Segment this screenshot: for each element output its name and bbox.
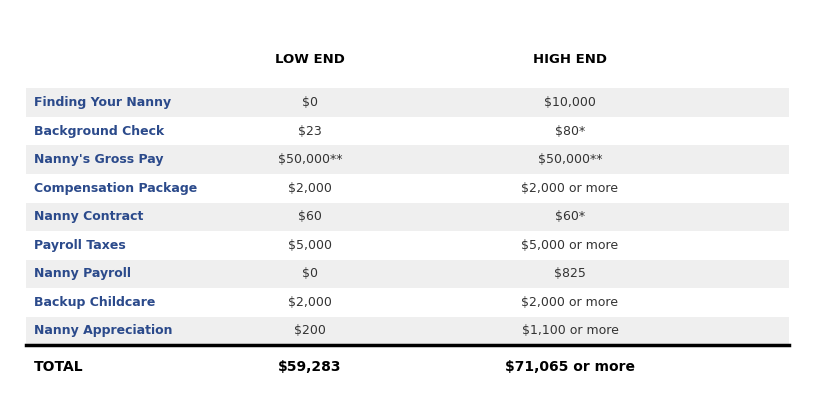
FancyBboxPatch shape — [26, 317, 789, 345]
FancyBboxPatch shape — [26, 288, 789, 317]
Text: Nanny Payroll: Nanny Payroll — [34, 267, 131, 280]
Text: $825: $825 — [554, 267, 586, 280]
Text: $2,000: $2,000 — [288, 296, 332, 309]
FancyBboxPatch shape — [26, 145, 789, 174]
Text: $200: $200 — [294, 324, 326, 338]
Text: $80*: $80* — [555, 125, 585, 138]
FancyBboxPatch shape — [26, 203, 789, 231]
Text: $5,000 or more: $5,000 or more — [522, 239, 619, 252]
Text: $0: $0 — [302, 96, 318, 109]
Text: $60: $60 — [298, 210, 322, 223]
Text: $0: $0 — [302, 267, 318, 280]
Text: $60*: $60* — [555, 210, 585, 223]
Text: $2,000 or more: $2,000 or more — [522, 182, 619, 195]
Text: $10,000: $10,000 — [544, 96, 596, 109]
Text: Payroll Taxes: Payroll Taxes — [34, 239, 126, 252]
FancyBboxPatch shape — [26, 231, 789, 259]
FancyBboxPatch shape — [26, 88, 789, 117]
Text: $2,000 or more: $2,000 or more — [522, 296, 619, 309]
Text: Nanny Contract: Nanny Contract — [34, 210, 143, 223]
Text: $1,100 or more: $1,100 or more — [522, 324, 619, 338]
Text: TOTAL: TOTAL — [34, 360, 83, 374]
Text: Nanny Appreciation: Nanny Appreciation — [34, 324, 173, 338]
Text: $50,000**: $50,000** — [538, 153, 602, 166]
FancyBboxPatch shape — [26, 117, 789, 145]
Text: LOW END: LOW END — [275, 53, 345, 66]
Text: $5,000: $5,000 — [288, 239, 332, 252]
Text: $71,065 or more: $71,065 or more — [505, 360, 635, 374]
Text: $59,283: $59,283 — [278, 360, 341, 374]
Text: Compensation Package: Compensation Package — [34, 182, 197, 195]
FancyBboxPatch shape — [26, 174, 789, 203]
Text: HIGH END: HIGH END — [533, 53, 607, 66]
Text: Background Check: Background Check — [34, 125, 164, 138]
Text: Nanny's Gross Pay: Nanny's Gross Pay — [34, 153, 163, 166]
FancyBboxPatch shape — [26, 259, 789, 288]
Text: Backup Childcare: Backup Childcare — [34, 296, 155, 309]
Text: $2,000: $2,000 — [288, 182, 332, 195]
Text: $50,000**: $50,000** — [278, 153, 342, 166]
Text: $23: $23 — [298, 125, 322, 138]
Text: Finding Your Nanny: Finding Your Nanny — [34, 96, 171, 109]
